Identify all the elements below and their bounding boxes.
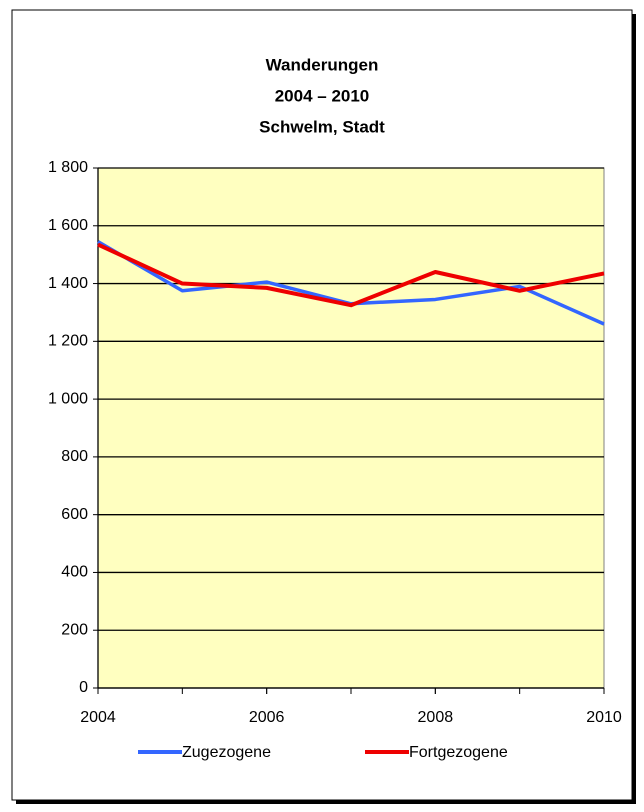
y-tick-label: 1 400 xyxy=(48,275,88,292)
chart-title: Schwelm, Stadt xyxy=(259,117,385,136)
legend-label: Fortgezogene xyxy=(409,744,508,761)
x-tick-label: 2010 xyxy=(586,709,622,726)
y-tick-label: 1 600 xyxy=(48,217,88,234)
y-tick-label: 1 200 xyxy=(48,333,88,350)
series-line xyxy=(97,242,605,308)
y-tick-label: 200 xyxy=(61,621,88,638)
legend-label: Zugezogene xyxy=(182,744,271,761)
chart-title: Wanderungen xyxy=(266,55,379,74)
chart-title: 2004 – 2010 xyxy=(275,86,370,105)
plot-area xyxy=(97,167,605,689)
y-tick-label: 1 800 xyxy=(48,159,88,176)
x-tick-label: 2004 xyxy=(80,709,116,726)
x-tick-label: 2006 xyxy=(249,709,285,726)
y-tick-label: 400 xyxy=(61,564,88,581)
y-tick-label: 600 xyxy=(61,506,88,523)
x-tick-label: 2008 xyxy=(418,709,454,726)
y-tick-label: 1 000 xyxy=(48,390,88,407)
y-tick-label: 0 xyxy=(79,679,88,696)
y-tick-label: 800 xyxy=(61,448,88,465)
